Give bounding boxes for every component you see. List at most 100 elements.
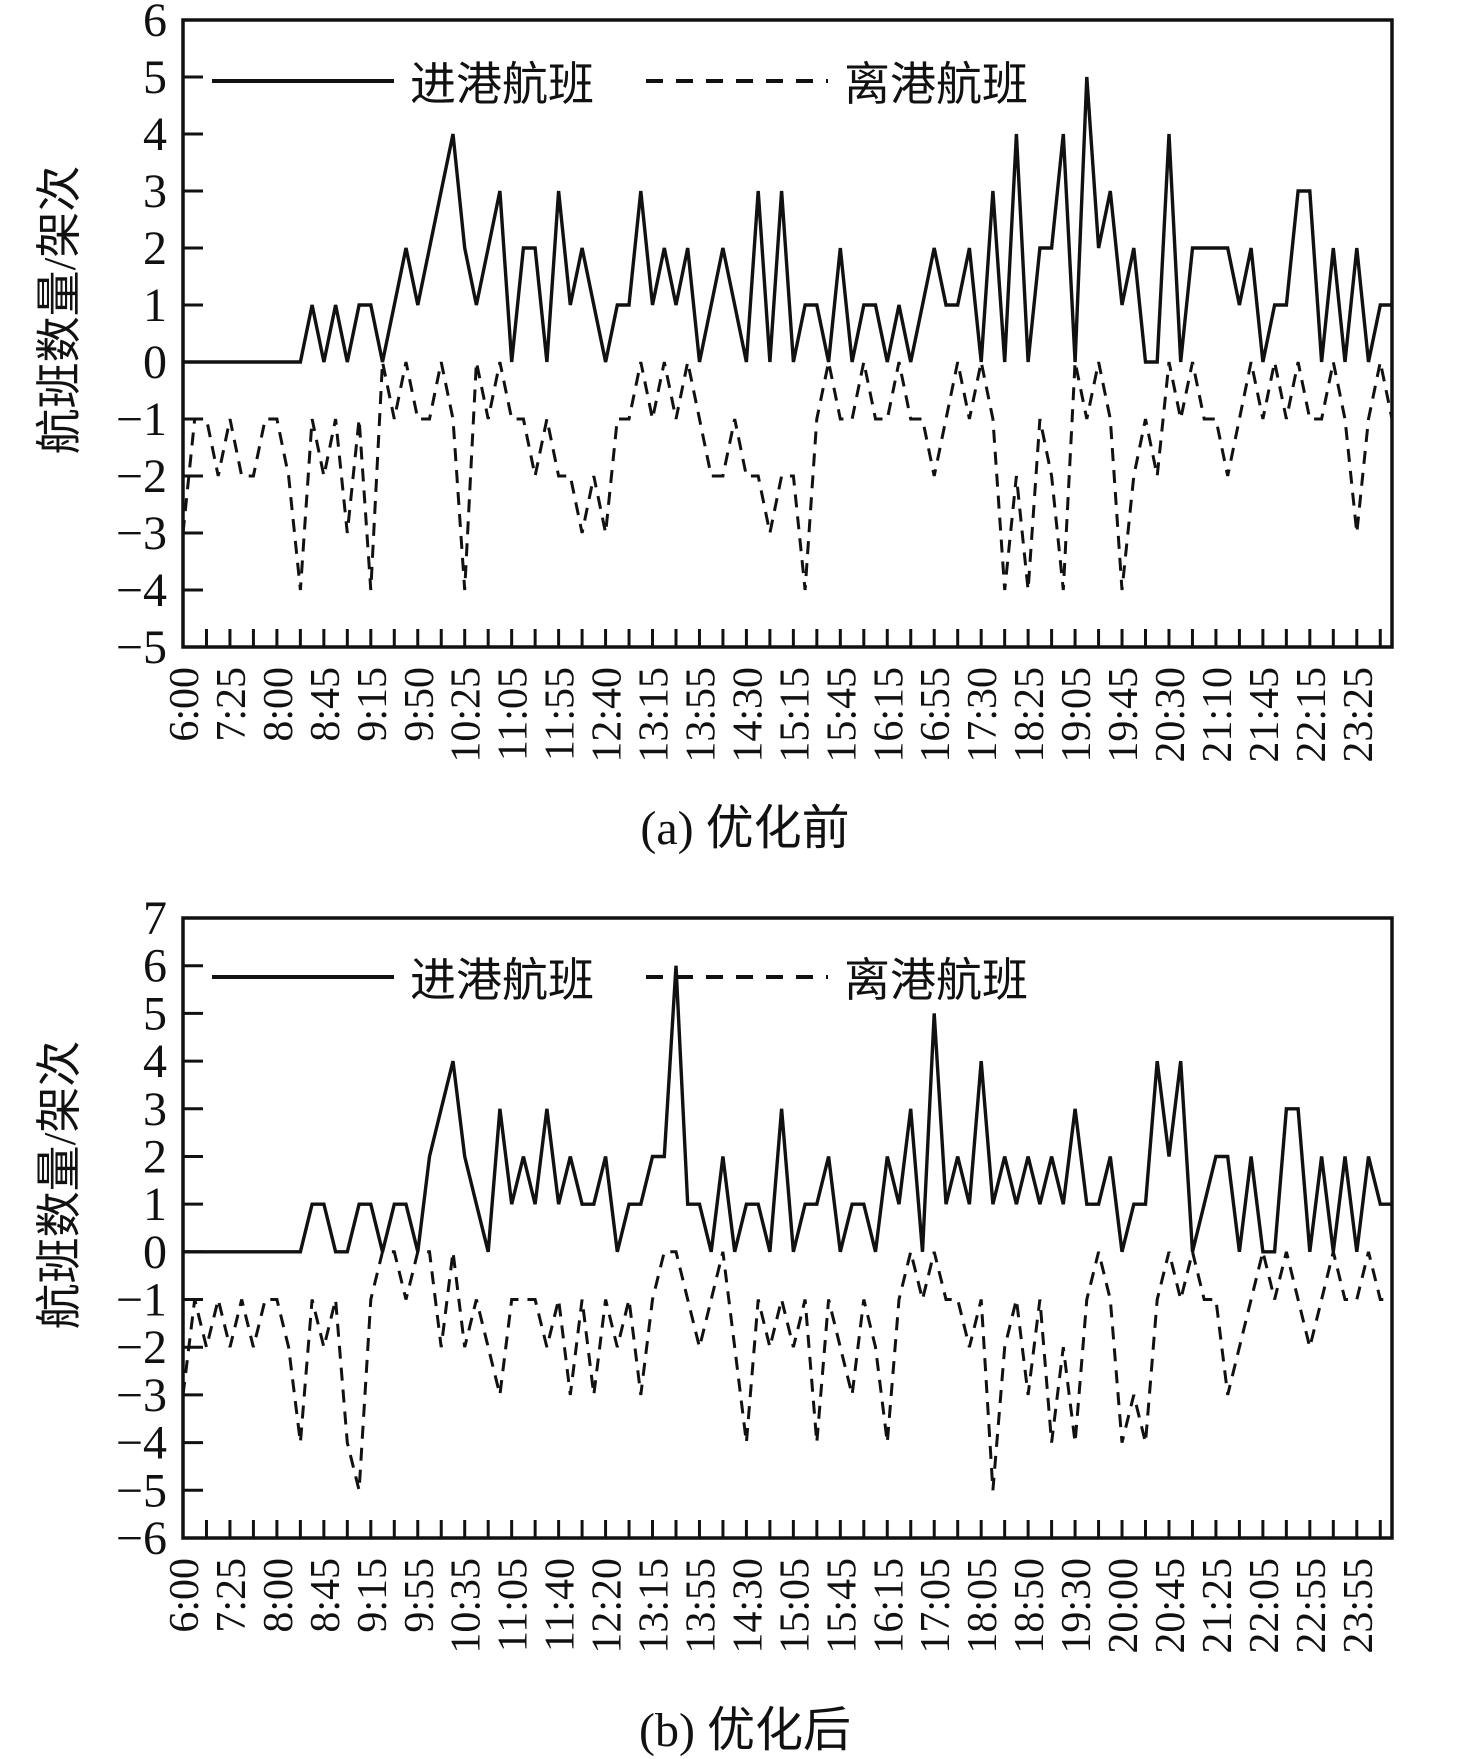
x-tick-label-b: 8:00: [256, 1558, 302, 1633]
y-tick-label-b: 1: [143, 1178, 167, 1231]
legend-solid-line-sample: [212, 975, 394, 979]
x-tick-label-b: 11:05: [491, 1558, 537, 1652]
legend-arrivals-label: 进港航班: [410, 59, 594, 110]
x-tick-label-a: 15:45: [819, 667, 865, 763]
y-tick-label-b: 7: [143, 892, 167, 945]
y-tick-label-a: 0: [143, 336, 167, 389]
x-tick-label-b: 8:45: [303, 1558, 349, 1633]
x-tick-label-a: 6:00: [162, 667, 208, 742]
legend-departures-label: 离港航班: [844, 59, 1028, 110]
y-tick-label-a: 5: [143, 51, 167, 104]
y-tick-label-b: −1: [116, 1274, 167, 1327]
x-tick-label-b: 17:05: [913, 1558, 959, 1654]
x-tick-label-a: 13:15: [632, 667, 678, 763]
x-tick-label-b: 11:40: [538, 1558, 584, 1652]
x-tick-label-a: 23:25: [1336, 667, 1382, 763]
y-tick-label-b: 5: [143, 987, 167, 1040]
y-tick-label-b: −2: [116, 1321, 167, 1374]
x-tick-label-b: 15:45: [819, 1558, 865, 1654]
y-tick-label-b: 4: [143, 1035, 167, 1088]
x-tick-label-b: 10:35: [444, 1558, 490, 1654]
departures-series-line-a: [181, 361, 1394, 591]
x-tick-label-a: 19:45: [1101, 667, 1147, 763]
legend-dashed-line-sample: [646, 975, 828, 979]
y-axis-title-chart-a: 航班数量/架次: [34, 165, 85, 455]
y-tick-label-a: 1: [143, 279, 167, 332]
y-tick-label-a: −5: [116, 621, 167, 674]
x-tick-label-b: 6:00: [162, 1558, 208, 1633]
x-tick-label-b: 23:55: [1336, 1558, 1382, 1654]
legend-departures-label: 离港航班: [844, 955, 1028, 1006]
x-tick-label-b: 16:15: [866, 1558, 912, 1654]
x-tick-label-b: 9:15: [350, 1558, 396, 1633]
y-tick-label-a: −2: [116, 450, 167, 503]
y-tick-label-b: 2: [143, 1130, 167, 1183]
x-tick-label-b: 22:55: [1289, 1558, 1335, 1654]
x-tick-label-b: 12:20: [585, 1558, 631, 1654]
x-tick-label-a: 8:45: [303, 667, 349, 742]
y-tick-label-b: −5: [116, 1464, 167, 1517]
x-tick-label-a: 9:50: [397, 667, 443, 742]
legend-dashed-line-sample: [646, 79, 828, 83]
y-axis-title-chart-b: 航班数量/架次: [34, 1040, 85, 1330]
x-tick-label-a: 8:00: [256, 667, 302, 742]
x-tick-label-b: 19:30: [1054, 1558, 1100, 1654]
y-tick-label-b: −4: [116, 1417, 167, 1470]
x-tick-label-a: 15:15: [772, 667, 818, 763]
departures-series-line-b: [181, 1250, 1392, 1491]
y-tick-label-a: 3: [143, 165, 167, 218]
x-tick-label-b: 15:05: [772, 1558, 818, 1654]
x-tick-label-b: 18:05: [960, 1558, 1006, 1654]
x-tick-label-a: 21:10: [1195, 667, 1241, 763]
y-tick-label-b: 0: [143, 1226, 167, 1279]
x-tick-label-a: 21:45: [1242, 667, 1288, 763]
y-tick-label-b: 6: [143, 940, 167, 993]
x-tick-label-a: 14:30: [725, 667, 771, 763]
x-tick-label-a: 16:55: [913, 667, 959, 763]
caption-chart-a: (a) 优化前: [640, 802, 850, 855]
x-tick-label-a: 22:15: [1289, 667, 1335, 763]
x-tick-label-b: 7:25: [209, 1558, 255, 1633]
x-tick-label-a: 9:15: [350, 667, 396, 742]
arrivals-series-line-b: [183, 965, 1392, 1254]
y-tick-label-b: −3: [116, 1369, 167, 1422]
x-tick-label-a: 11:05: [491, 667, 537, 761]
plot-border-b: [181, 916, 1394, 1540]
plot-border-a: [181, 18, 1394, 649]
x-tick-label-b: 13:15: [632, 1558, 678, 1654]
y-tick-label-a: −4: [116, 564, 167, 617]
x-tick-label-a: 20:30: [1148, 667, 1194, 763]
legend-chart-b: 进港航班 离港航班: [212, 944, 1028, 1010]
x-tick-label-a: 16:15: [866, 667, 912, 763]
y-tick-label-a: 2: [143, 222, 167, 275]
x-tick-label-a: 18:25: [1007, 667, 1053, 763]
x-tick-label-a: 11:55: [538, 667, 584, 761]
x-tick-label-b: 13:55: [678, 1558, 724, 1654]
x-tick-label-b: 20:45: [1148, 1558, 1194, 1654]
y-tick-label-a: −1: [116, 393, 167, 446]
x-tick-label-b: 18:50: [1007, 1558, 1053, 1654]
x-tick-label-a: 10:25: [444, 667, 490, 763]
legend-arrivals-label: 进港航班: [410, 955, 594, 1006]
y-tick-label-b: 3: [143, 1083, 167, 1136]
y-tick-label-a: −3: [116, 507, 167, 560]
x-tick-label-b: 20:00: [1101, 1558, 1147, 1654]
x-tick-label-a: 17:30: [960, 667, 1006, 763]
x-tick-label-b: 21:25: [1195, 1558, 1241, 1654]
x-tick-label-b: 22:05: [1242, 1558, 1288, 1654]
x-tick-label-a: 12:40: [585, 667, 631, 763]
y-tick-label-a: 6: [143, 0, 167, 47]
caption-chart-b: (b) 优化后: [639, 1704, 851, 1757]
x-tick-label-b: 9:55: [397, 1558, 443, 1633]
x-tick-label-a: 19:05: [1054, 667, 1100, 763]
y-tick-label-a: 4: [143, 108, 167, 161]
legend-chart-a: 进港航班 离港航班: [212, 48, 1028, 114]
x-tick-label-a: 7:25: [209, 667, 255, 742]
x-tick-label-b: 14:30: [725, 1558, 771, 1654]
x-tick-label-a: 13:55: [678, 667, 724, 763]
arrivals-series-line-a: [183, 76, 1392, 364]
legend-solid-line-sample: [212, 79, 394, 83]
y-tick-label-b: −6: [116, 1512, 167, 1565]
